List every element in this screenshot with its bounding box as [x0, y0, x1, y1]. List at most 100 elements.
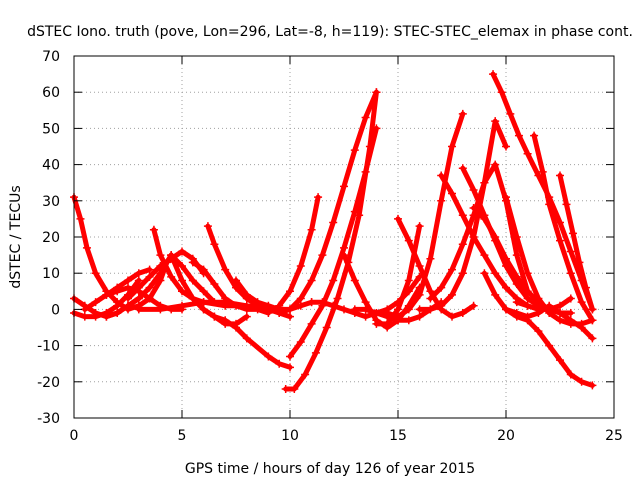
tick-layer: 0 5 10 15 20 25 -30 -20 -10 0 10 20 30 40 50 60 70	[37, 49, 623, 444]
data-point	[275, 301, 284, 310]
y-tick-label: 40	[42, 158, 60, 174]
data-point	[124, 301, 132, 310]
data-point	[286, 363, 294, 372]
data-point	[80, 305, 89, 314]
data-point	[372, 319, 381, 328]
data-point	[523, 287, 532, 296]
data-point	[556, 309, 564, 318]
data-point	[199, 265, 208, 274]
data-point	[242, 312, 251, 321]
data-point	[502, 283, 510, 292]
data-point	[221, 265, 230, 274]
y-tick-label: 60	[42, 85, 60, 101]
grid-layer	[74, 56, 614, 418]
data-point	[480, 269, 489, 278]
data-point	[568, 229, 577, 238]
data-point	[489, 70, 498, 79]
data-point	[188, 294, 197, 303]
data-point	[556, 301, 564, 310]
data-point	[242, 334, 251, 343]
data-point	[296, 301, 305, 310]
data-point	[178, 301, 186, 310]
data-point	[426, 305, 435, 314]
data-point	[506, 109, 515, 118]
data-point	[145, 265, 154, 274]
data-point	[538, 167, 547, 176]
data-point	[333, 294, 342, 303]
data-series	[275, 193, 323, 310]
data-point	[232, 301, 240, 310]
data-series	[437, 171, 532, 310]
data-point	[199, 298, 208, 307]
data-point	[556, 171, 564, 180]
data-point	[253, 298, 262, 307]
chart-title: dSTEC Iono. truth (pove, Lon=296, Lat=-8…	[27, 24, 633, 40]
data-point	[415, 305, 424, 314]
data-point	[210, 312, 219, 321]
data-point	[350, 146, 359, 155]
x-tick-label: 20	[497, 428, 515, 444]
data-point	[318, 251, 327, 260]
data-point	[264, 301, 273, 310]
data-series	[556, 171, 597, 314]
series-trace	[276, 89, 379, 316]
data-point	[290, 385, 299, 394]
data-point	[134, 283, 143, 292]
data-series	[188, 258, 273, 318]
data-point	[210, 240, 219, 249]
data-point	[426, 294, 435, 303]
data-point	[361, 113, 370, 122]
y-tick-label: 0	[51, 302, 60, 318]
data-point	[581, 283, 590, 292]
data-point	[545, 341, 554, 350]
data-point	[523, 149, 532, 158]
data-point	[575, 258, 584, 267]
data-point	[458, 109, 467, 118]
data-point	[415, 261, 424, 270]
data-point	[534, 305, 543, 314]
data-point	[167, 272, 176, 281]
data-point	[350, 305, 359, 314]
x-tick-label: 0	[70, 428, 79, 444]
data-series	[188, 294, 251, 328]
data-point	[545, 200, 554, 209]
data-point	[491, 290, 500, 299]
data-point	[458, 269, 467, 278]
data-point	[365, 142, 374, 151]
data-point	[404, 236, 413, 245]
data-point	[80, 312, 89, 321]
data-point	[275, 309, 284, 318]
data-point	[113, 301, 122, 310]
data-point	[588, 305, 597, 314]
data-point	[314, 193, 323, 202]
data-point	[394, 214, 402, 223]
data-point	[113, 283, 122, 292]
data-point	[534, 327, 543, 336]
data-point	[149, 225, 158, 234]
data-point	[566, 269, 575, 278]
data-point	[437, 283, 446, 292]
data-point	[134, 294, 143, 303]
data-point	[91, 312, 100, 321]
data-series	[512, 294, 575, 314]
data-point	[286, 312, 294, 321]
data-point	[491, 233, 500, 241]
data-point	[448, 312, 456, 321]
data-point	[188, 258, 197, 267]
data-point	[534, 294, 543, 303]
series-trace	[283, 89, 379, 392]
data-point	[318, 298, 327, 307]
data-point	[340, 251, 348, 260]
data-point	[102, 312, 111, 321]
data-point	[577, 298, 586, 307]
data-point	[448, 189, 456, 198]
data-point	[372, 309, 381, 318]
data-point	[491, 269, 500, 278]
data-point	[329, 301, 338, 310]
data-point	[512, 298, 521, 307]
data-point	[514, 131, 523, 140]
data-point	[242, 305, 251, 314]
data-series	[394, 214, 478, 321]
data-point	[329, 218, 338, 227]
